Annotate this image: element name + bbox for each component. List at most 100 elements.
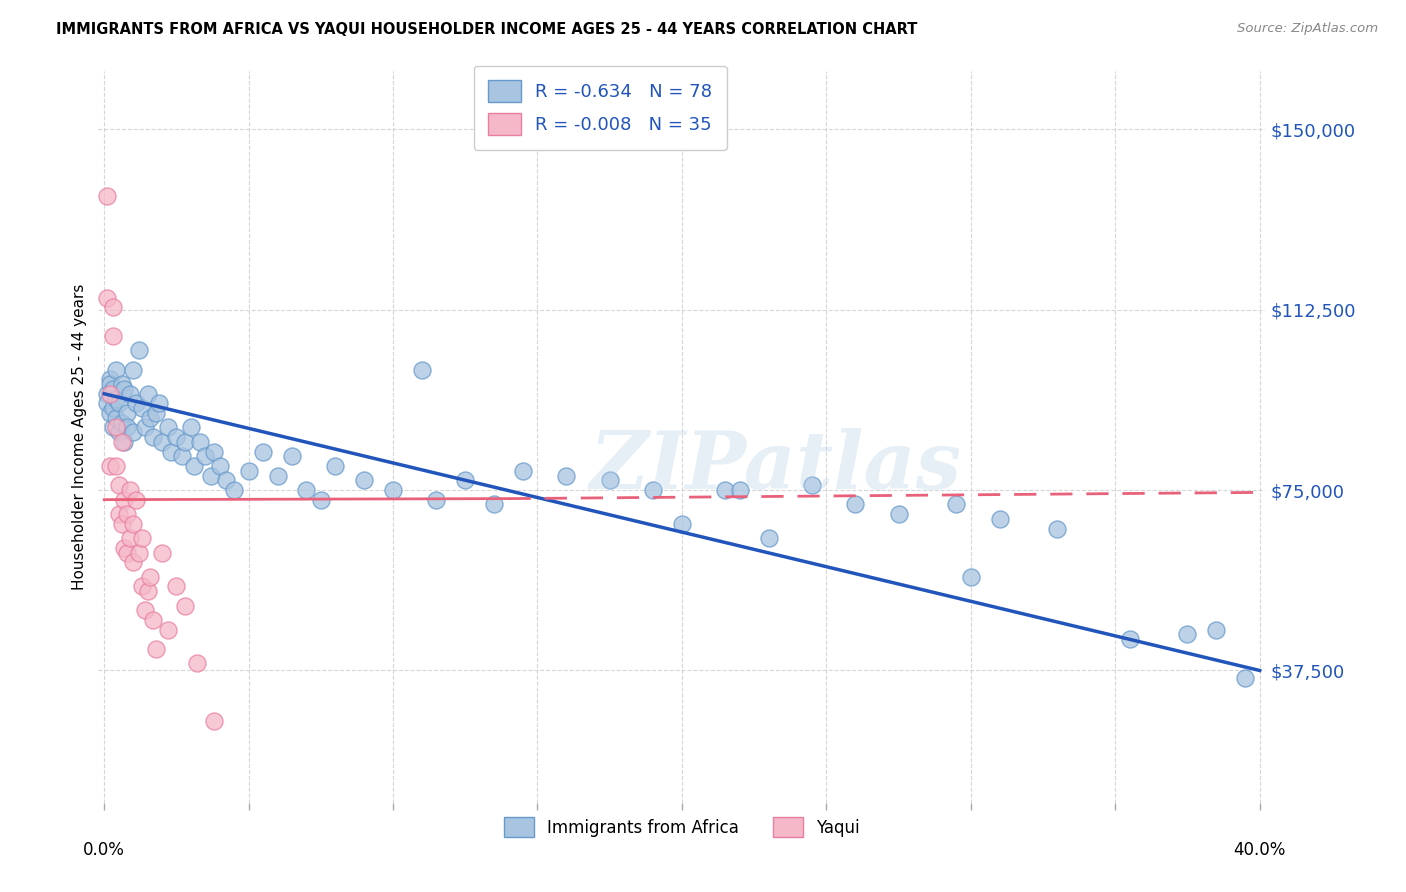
Point — [1118, 632, 1140, 647]
Point — [165, 579, 187, 593]
Point — [454, 474, 477, 488]
Point — [136, 584, 159, 599]
Point — [295, 483, 318, 497]
Point — [122, 555, 145, 569]
Point — [104, 458, 127, 473]
Text: IMMIGRANTS FROM AFRICA VS YAQUI HOUSEHOLDER INCOME AGES 25 - 44 YEARS CORRELATIO: IMMIGRANTS FROM AFRICA VS YAQUI HOUSEHOL… — [56, 22, 918, 37]
Point — [145, 641, 167, 656]
Point — [110, 434, 132, 449]
Point — [194, 450, 217, 464]
Point — [165, 430, 187, 444]
Point — [107, 507, 129, 521]
Point — [122, 516, 145, 531]
Point — [555, 468, 578, 483]
Point — [1205, 623, 1227, 637]
Point — [599, 474, 621, 488]
Point — [122, 362, 145, 376]
Point — [323, 458, 346, 473]
Point — [425, 492, 447, 507]
Point — [134, 420, 156, 434]
Point — [482, 498, 505, 512]
Point — [117, 420, 139, 434]
Point — [98, 377, 121, 392]
Point — [101, 329, 124, 343]
Point — [128, 343, 150, 358]
Point — [353, 474, 375, 488]
Point — [266, 468, 288, 483]
Point — [800, 478, 823, 492]
Point — [134, 603, 156, 617]
Y-axis label: Householder Income Ages 25 - 44 years: Householder Income Ages 25 - 44 years — [72, 284, 87, 591]
Point — [945, 498, 967, 512]
Point — [844, 498, 866, 512]
Legend: Immigrants from Africa, Yaqui: Immigrants from Africa, Yaqui — [496, 809, 868, 846]
Point — [1177, 627, 1199, 641]
Point — [238, 464, 260, 478]
Point — [98, 372, 121, 386]
Point — [104, 392, 127, 406]
Point — [159, 444, 181, 458]
Point — [156, 623, 179, 637]
Point — [281, 450, 304, 464]
Point — [112, 382, 135, 396]
Point — [183, 458, 205, 473]
Point — [131, 531, 153, 545]
Point — [110, 416, 132, 430]
Point — [125, 396, 148, 410]
Point — [150, 545, 173, 559]
Point — [107, 396, 129, 410]
Text: Source: ZipAtlas.com: Source: ZipAtlas.com — [1237, 22, 1378, 36]
Point — [174, 599, 197, 613]
Point — [172, 450, 194, 464]
Point — [174, 434, 197, 449]
Point — [758, 531, 780, 545]
Point — [104, 420, 127, 434]
Point — [120, 483, 142, 497]
Point — [107, 425, 129, 440]
Point — [150, 434, 173, 449]
Point — [110, 516, 132, 531]
Point — [208, 458, 231, 473]
Point — [156, 420, 179, 434]
Point — [98, 458, 121, 473]
Point — [411, 362, 433, 376]
Point — [202, 714, 225, 728]
Point — [96, 396, 118, 410]
Point — [139, 410, 162, 425]
Point — [200, 468, 222, 483]
Point — [96, 189, 118, 203]
Point — [1234, 671, 1257, 685]
Point — [101, 382, 124, 396]
Point — [309, 492, 332, 507]
Point — [671, 516, 693, 531]
Point — [117, 507, 139, 521]
Point — [101, 420, 124, 434]
Point — [112, 434, 135, 449]
Point — [117, 545, 139, 559]
Point — [98, 406, 121, 420]
Point — [728, 483, 751, 497]
Point — [110, 377, 132, 392]
Point — [96, 291, 118, 305]
Point — [117, 406, 139, 420]
Point — [122, 425, 145, 440]
Point — [382, 483, 405, 497]
Point — [186, 657, 208, 671]
Point — [96, 386, 118, 401]
Point — [512, 464, 534, 478]
Point — [107, 478, 129, 492]
Point — [188, 434, 211, 449]
Point — [104, 410, 127, 425]
Point — [128, 545, 150, 559]
Point — [142, 613, 165, 627]
Point — [959, 569, 981, 583]
Point — [1046, 521, 1069, 535]
Point — [101, 401, 124, 416]
Point — [120, 531, 142, 545]
Point — [139, 569, 162, 583]
Point — [125, 492, 148, 507]
Point — [112, 541, 135, 555]
Point — [252, 444, 274, 458]
Point — [136, 386, 159, 401]
Point — [641, 483, 664, 497]
